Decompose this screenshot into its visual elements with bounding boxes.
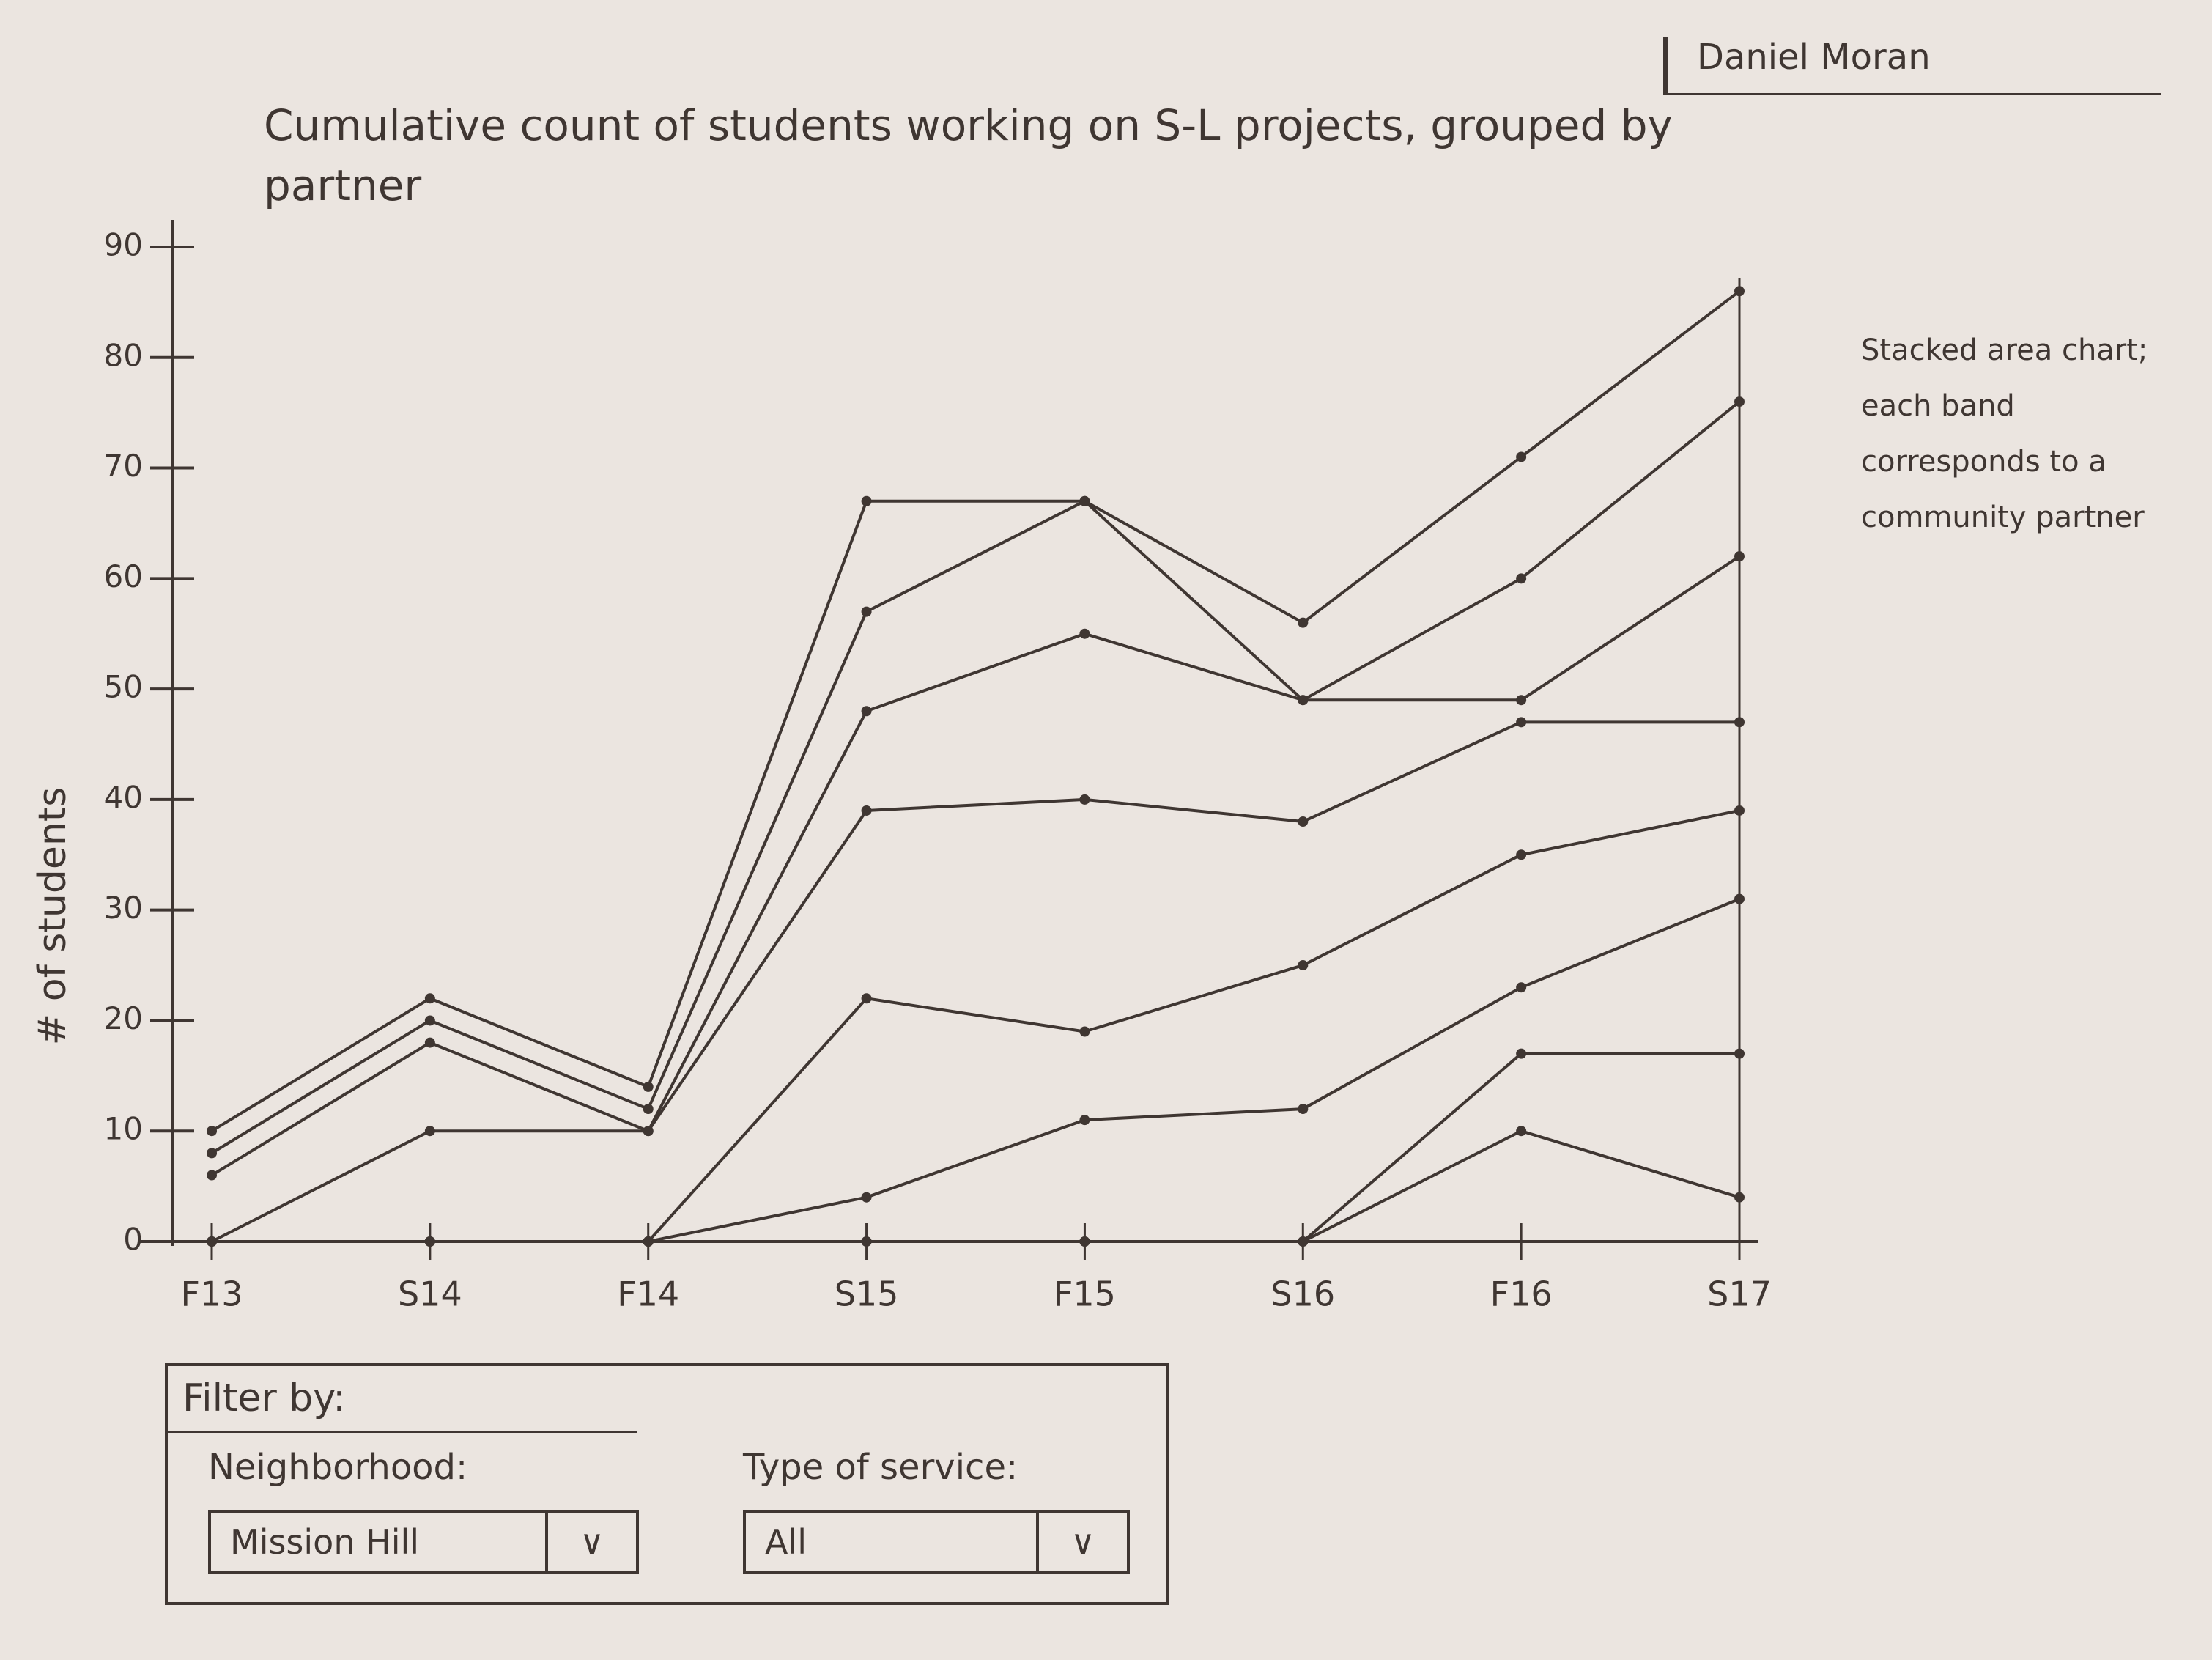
band-line [210, 400, 1741, 1155]
vertex-dot [1516, 717, 1527, 728]
x-tick-label: F15 [1054, 1274, 1116, 1314]
y-tick-label: 10 [104, 1111, 143, 1147]
filter-field: Neighborhood: Mission Hill ∨ [208, 1447, 639, 1574]
vertex-dot [1516, 849, 1527, 860]
vertex-dot [1734, 805, 1745, 816]
vertex-dot [861, 606, 872, 617]
vertex-dot [643, 1081, 654, 1092]
author: Daniel Moran [1663, 37, 2161, 95]
vertex-dot [1734, 717, 1745, 728]
vertex-dot [424, 1236, 435, 1247]
vertex-dot [1734, 396, 1745, 407]
dropdown-value: All [765, 1522, 807, 1562]
vertex-dot [861, 1192, 872, 1203]
vertex-dot [1734, 1048, 1745, 1059]
vertex-dot [643, 1126, 654, 1137]
vertex-dot [1298, 960, 1309, 971]
vertex-dot [1298, 617, 1309, 628]
x-tick-label: S14 [398, 1274, 462, 1314]
band-line [212, 809, 1740, 1243]
x-tick-label: S15 [835, 1274, 899, 1314]
y-tick-label: 20 [104, 1000, 143, 1036]
vertex-dot [1734, 1192, 1745, 1203]
band-line [212, 1052, 1739, 1243]
vertex-dot [1734, 551, 1745, 562]
vertex-dot [207, 1170, 217, 1181]
field-label: Neighborhood: [208, 1447, 468, 1488]
y-tick-label: 40 [104, 779, 143, 815]
vertex-dot [1734, 286, 1745, 297]
filter-field: Type of service: All ∨ [743, 1447, 1130, 1574]
x-tick-label: F14 [617, 1274, 679, 1314]
band-line [212, 1129, 1740, 1243]
vertex-dot [424, 1037, 435, 1048]
vertex-dot [1298, 695, 1309, 706]
y-tick-label: 80 [104, 337, 143, 373]
vertex-dot [1516, 1048, 1527, 1059]
vertex-dot [1298, 816, 1309, 827]
vertex-dot [861, 706, 872, 717]
dropdown[interactable]: All ∨ [743, 1510, 1130, 1574]
vertex-dot [1516, 573, 1527, 584]
dropdown-value: Mission Hill [230, 1522, 420, 1562]
filter-panel: Filter by: Neighborhood: Mission Hill ∨ … [165, 1363, 1169, 1605]
y-tick-label: 70 [104, 448, 143, 484]
field-label: Type of service: [743, 1447, 1018, 1488]
y-axis-label: # of students [31, 787, 75, 1046]
vertex-dot [861, 1236, 872, 1247]
vertex-dot [1734, 893, 1745, 904]
vertex-dot [1079, 794, 1090, 805]
vertex-dot [1298, 1236, 1309, 1247]
vertex-dot [1516, 695, 1527, 706]
y-tick-label: 50 [104, 669, 143, 705]
vertex-dot [861, 805, 872, 816]
vertex-dot [207, 1126, 217, 1137]
chart-title: Cumulative count of students working on … [264, 100, 1673, 210]
vertex-dot [1079, 495, 1090, 506]
vertex-dot [861, 993, 872, 1004]
vertex-dot [1079, 1115, 1090, 1126]
vertex-dot [1516, 982, 1527, 993]
y-tick-label: 0 [123, 1222, 143, 1258]
dropdown-arrow[interactable]: ∨ [545, 1513, 636, 1571]
y-tick-label: 90 [104, 227, 143, 263]
band-line [210, 289, 1741, 1132]
vertex-dot [1079, 1026, 1090, 1037]
vertex-dot [1516, 1126, 1527, 1137]
vertex-dot [1079, 628, 1090, 639]
vertex-dot [424, 993, 435, 1004]
band-line [211, 720, 1739, 1243]
vertex-dot [424, 1126, 435, 1137]
filter-title: Filter by: [168, 1366, 637, 1433]
vertex-dot [207, 1148, 217, 1159]
vertex-dot [1298, 1104, 1309, 1115]
vertex-dot [1079, 1236, 1090, 1247]
dropdown[interactable]: Mission Hill ∨ [208, 1510, 639, 1574]
x-tick-label: F13 [181, 1274, 243, 1314]
band-line [210, 555, 1741, 1177]
x-tick-label: S16 [1270, 1274, 1335, 1314]
band-line [212, 897, 1740, 1243]
vertex-dot [643, 1236, 654, 1247]
y-tick-label: 60 [104, 558, 143, 594]
y-tick-label: 30 [104, 890, 143, 926]
vertex-dot [1516, 451, 1527, 462]
dropdown-arrow[interactable]: ∨ [1036, 1513, 1127, 1571]
x-tick-label: S17 [1707, 1274, 1772, 1314]
vertex-dot [207, 1236, 217, 1247]
x-tick-label: F16 [1490, 1274, 1553, 1314]
vertex-dot [643, 1104, 654, 1115]
annotation: Stacked area chart; each band correspond… [1861, 333, 2148, 534]
vertex-dot [424, 1015, 435, 1026]
vertex-dot [861, 495, 872, 506]
